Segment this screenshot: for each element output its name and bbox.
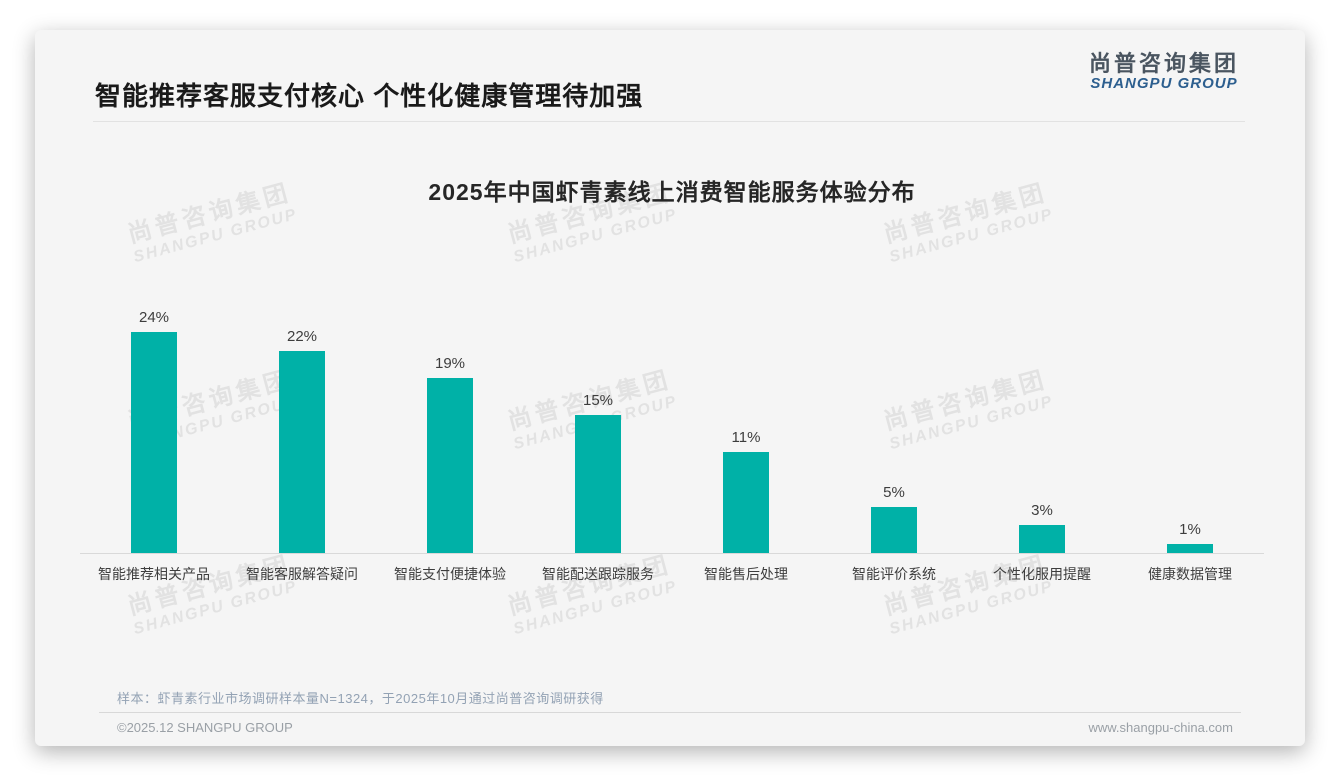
bar-value-label: 5% — [883, 484, 905, 501]
chart-title: 2025年中国虾青素线上消费智能服务体验分布 — [428, 179, 916, 205]
bar-group-6: 3% 个性化服用提醒 — [968, 230, 1116, 582]
bar-group-4: 11% 智能售后处理 — [672, 230, 820, 582]
bar-value-label: 1% — [1179, 521, 1201, 538]
bar-category-label: 智能售后处理 — [704, 566, 788, 582]
bar — [723, 452, 769, 553]
bar-category-label: 智能评价系统 — [852, 566, 936, 582]
bar-value-label: 19% — [434, 355, 466, 372]
bar-value-label: 24% — [138, 309, 170, 326]
logo-english-name: SHANGPU GROUP — [1090, 75, 1238, 93]
bar — [575, 415, 621, 553]
bar-category-label: 健康数据管理 — [1148, 566, 1232, 582]
x-axis-line — [80, 553, 1264, 554]
bar-category-label: 个性化服用提醒 — [993, 566, 1091, 582]
bar-group-7: 1% 健康数据管理 — [1116, 230, 1264, 582]
bar-group-1: 22% 智能客服解答疑问 — [228, 230, 376, 582]
bar-group-2: 19% 智能支付便捷体验 — [376, 230, 524, 582]
bar-category-label: 智能客服解答疑问 — [246, 566, 358, 582]
company-logo: 尚普咨询集团 SHANGPU GROUP — [1088, 51, 1239, 93]
bar-value-label: 3% — [1031, 502, 1053, 519]
bar — [131, 332, 177, 553]
bar — [427, 378, 473, 553]
bar — [871, 507, 917, 553]
bar-group-0: 24% 智能推荐相关产品 — [80, 230, 228, 582]
header-divider — [93, 121, 1245, 122]
bar-group-3: 15% 智能配送跟踪服务 — [524, 230, 672, 582]
footer-divider — [99, 712, 1241, 713]
bar-value-label: 15% — [582, 392, 614, 409]
bar-chart: 24% 智能推荐相关产品 22% 智能客服解答疑问 19% 智能支付便捷体验 15% 智能配送… — [80, 230, 1264, 615]
bar — [279, 351, 325, 553]
logo-chinese-name: 尚普咨询集团 — [1088, 51, 1239, 76]
bar-category-label: 智能推荐相关产品 — [98, 566, 210, 582]
bar-category-label: 智能支付便捷体验 — [394, 566, 506, 582]
bar-value-label: 22% — [286, 328, 318, 345]
bar-value-label: 11% — [731, 429, 761, 446]
bar — [1019, 525, 1065, 553]
bar-category-label: 智能配送跟踪服务 — [542, 566, 654, 582]
bar-group-5: 5% 智能评价系统 — [820, 230, 968, 582]
website-link[interactable]: www.shangpu-china.com — [1088, 720, 1233, 735]
copyright-text: ©2025.12 SHANGPU GROUP — [117, 720, 293, 735]
bar — [1167, 544, 1213, 553]
sample-note: 样本：虾青素行业市场调研样本量N=1324，于2025年10月通过尚普咨询调研获… — [117, 691, 604, 706]
slide-card: 尚普咨询集团 SHANGPU GROUP 尚普咨询集团 SHANGPU GROUP 尚普… — [35, 30, 1305, 746]
page-title: 智能推荐客服支付核心 个性化健康管理待加强 — [95, 81, 644, 111]
